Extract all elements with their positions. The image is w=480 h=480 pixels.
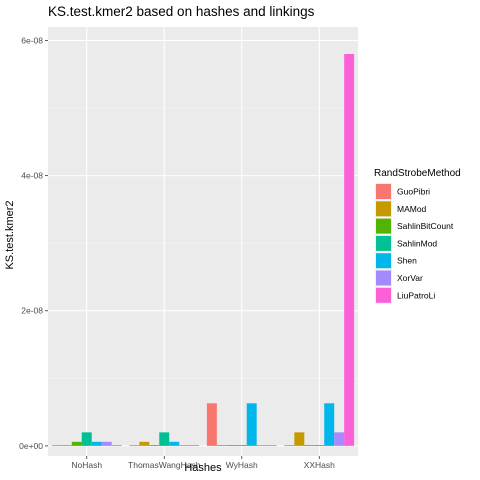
axes: 0e+00 2e-08 4e-08 6e-08 NoHash ThomasWangHash… <box>19 36 335 470</box>
bar <box>284 445 295 446</box>
legend-label: Shen <box>397 256 417 266</box>
bar <box>169 441 180 446</box>
bar <box>91 441 102 446</box>
y-tick-label: 0e+00 <box>19 441 43 451</box>
legend-swatch <box>376 253 391 269</box>
bar <box>294 432 305 446</box>
bar <box>111 445 122 446</box>
bar <box>314 445 325 446</box>
legend-swatch <box>376 184 391 199</box>
bar <box>236 445 247 446</box>
legend-swatch <box>376 235 391 251</box>
bars <box>51 54 355 446</box>
grid-lines <box>48 27 358 456</box>
y-tick-label: 2e-08 <box>21 306 43 316</box>
bar <box>179 445 190 446</box>
legend-label: SahlinMod <box>397 238 437 248</box>
legend-swatch <box>376 201 391 217</box>
x-axis-title: Hashes <box>184 462 222 474</box>
bar <box>61 445 72 446</box>
bar <box>129 445 140 446</box>
legend-swatch <box>376 270 391 286</box>
bar <box>216 445 227 446</box>
plot-panel <box>48 27 358 456</box>
bar <box>189 445 200 446</box>
legend-label: LiuPatroLi <box>397 290 435 300</box>
bar <box>304 445 315 446</box>
x-tick-label: ThomasWangHash <box>128 460 201 470</box>
x-tick-label: XXHash <box>304 460 335 470</box>
bar <box>206 403 217 446</box>
legend-label: GuoPibri <box>397 187 430 197</box>
bar <box>324 403 335 446</box>
legend-swatch <box>376 218 391 234</box>
bar <box>256 445 267 446</box>
legend-title: RandStrobeMethod <box>374 168 461 179</box>
bar <box>266 445 277 446</box>
y-axis-title: KS.test.kmer2 <box>4 200 16 269</box>
legend-label: MAMod <box>397 204 427 214</box>
bar <box>246 403 257 446</box>
bar <box>81 432 92 446</box>
legend-label: SahlinBitCount <box>397 221 454 231</box>
bar <box>139 441 150 446</box>
y-tick-label: 4e-08 <box>21 171 43 181</box>
legend-label: XorVar <box>397 273 423 283</box>
bar <box>344 54 355 446</box>
x-tick-label: WyHash <box>226 460 258 470</box>
y-tick-label: 6e-08 <box>21 36 43 46</box>
bar <box>101 441 112 446</box>
bar <box>71 441 82 446</box>
x-tick-label: NoHash <box>71 460 102 470</box>
bar <box>226 445 237 446</box>
bar <box>334 432 345 446</box>
legend-swatch <box>376 287 391 303</box>
chart-title: KS.test.kmer2 based on hashes and linkin… <box>48 4 315 19</box>
bar <box>149 445 160 446</box>
bar <box>51 445 62 446</box>
legend: RandStrobeMethod GuoPibri MAMod SahlinBitC… <box>374 168 461 304</box>
bar <box>159 432 170 446</box>
